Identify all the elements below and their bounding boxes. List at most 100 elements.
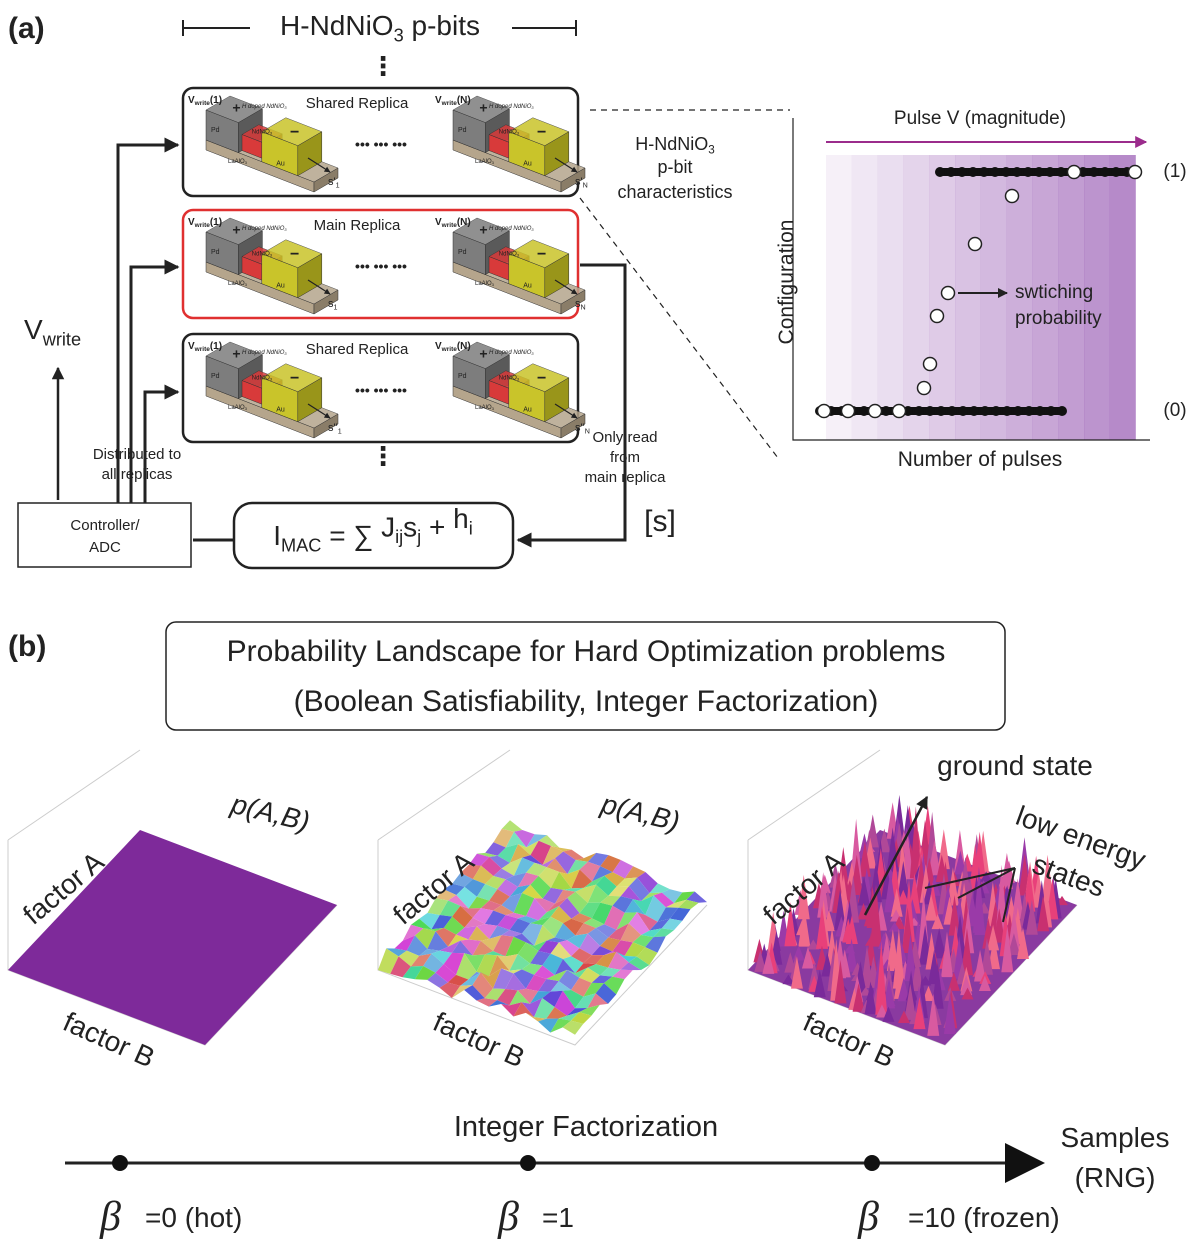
device-sign: − [537,246,546,263]
replica-title: Shared Replica [306,95,409,112]
state-dot [925,406,935,416]
timeline-end: Samples [1061,1122,1170,1153]
inset-band [1110,155,1136,440]
text-part: NdNiO [499,129,517,135]
text-part: Pd [211,373,220,380]
state-dot [969,406,979,416]
ellipsis: ••• ••• ••• [355,258,407,274]
device-label: Pd [211,249,220,256]
text-part: LaAlO [475,159,492,165]
text-part: LaAlO [475,405,492,411]
text-part: ADC [89,539,121,556]
switch-point [869,405,882,418]
text-part: V [24,314,43,345]
beta-value: =10 (frozen) [908,1202,1060,1233]
text-part: =10 (frozen) [908,1202,1060,1233]
text-part: − [537,370,546,387]
device-label: NdNiO3 [499,251,519,257]
device-sign: + [479,221,487,237]
text-part: NdNiO [499,251,517,257]
text-part: Pd [458,249,467,256]
inset-ylabel: Configuration [775,220,798,345]
beta: β [497,1194,519,1240]
switch-point [1129,166,1142,179]
vdots: ⋮ [370,441,396,471]
text-part: ••• ••• ••• [355,136,407,152]
text-part: (1) [210,341,222,352]
text-part: ⋮ [370,51,396,81]
state-dot [1045,167,1055,177]
text-part: (1) [1163,161,1186,182]
subscript: 3 [492,160,494,165]
surface [8,830,337,1045]
text-part: H doped NdNiO [489,226,532,232]
timeline-title: Integer Factorization [454,1111,718,1143]
s-label: [s] [644,505,676,538]
text-part: Controller/ [70,517,140,534]
text-part: − [290,370,299,387]
text-part: (N) [457,95,471,106]
state-dot [1002,406,1012,416]
device-sign: − [290,370,299,387]
state-dot [946,167,956,177]
controller-box [18,503,191,567]
text-part: (1) [210,95,222,106]
state-dot [936,406,946,416]
panel-label: (a) [8,12,45,45]
text-part: main replica [585,469,667,486]
inset-band [826,155,852,440]
red-note: all replicas [102,466,173,483]
subscript: N [581,303,586,311]
text-part: p-bits [404,10,480,41]
state-dot [1012,167,1022,177]
device-note: H doped NdNiO3 [242,226,287,232]
inset-xlabel: Number of pulses [898,448,1063,471]
text-part: − [537,124,546,141]
subscript: write [194,100,211,107]
replica-title: Shared Replica [306,341,409,358]
switch-point [931,310,944,323]
device-note: H doped NdNiO3 [489,104,534,110]
switch-point [1068,166,1081,179]
state-dot [1023,167,1033,177]
subscript: ij [395,527,403,547]
device-label: Au [276,282,285,289]
text-part: H doped NdNiO [489,350,532,356]
state-dot [957,167,967,177]
panel-label: (b) [8,630,46,663]
beta: β [857,1194,879,1240]
state-dot [947,406,957,416]
text-part: factor B [428,1006,529,1074]
text-part: s'' [328,422,338,434]
subscript: 3 [270,253,272,258]
device-label: Au [523,406,532,413]
text-part: Number of pulses [898,448,1063,471]
state-dot [1111,167,1121,177]
subscript: 3 [708,143,715,156]
timeline-end: (RNG) [1075,1162,1156,1193]
text-part: − [290,124,299,141]
annotation: probability [1015,308,1102,329]
figure: (a)H-NdNiO3 p-bits⋮⋮Shared ReplicaVwrite… [0,0,1198,1243]
text-part: H-NdNiO [635,134,708,154]
replica-title: Main Replica [314,217,401,234]
text-part: characteristics [617,182,732,202]
device-sign: + [232,99,240,115]
text-part: from [610,449,640,466]
timeline-dot [520,1155,536,1171]
text-part: s'' [575,422,585,434]
subscript: 1 [334,303,338,311]
device-label: LaAlO3 [475,281,494,287]
text-part: H doped NdNiO [489,104,532,110]
subscript: 3 [517,131,519,136]
device-note: H doped NdNiO3 [489,350,534,356]
controller-text: ADC [89,539,121,556]
device-sign: − [290,124,299,141]
text-part: Only read [592,429,657,446]
header: H-NdNiO3 p-bits [280,10,480,45]
subscript: 1 [336,181,340,189]
device-label: Au [523,160,532,167]
text-part: (Boolean Satisfiability, Integer Factori… [294,685,879,718]
red-note: Only read [592,429,657,446]
text-part: NdNiO [499,375,517,381]
